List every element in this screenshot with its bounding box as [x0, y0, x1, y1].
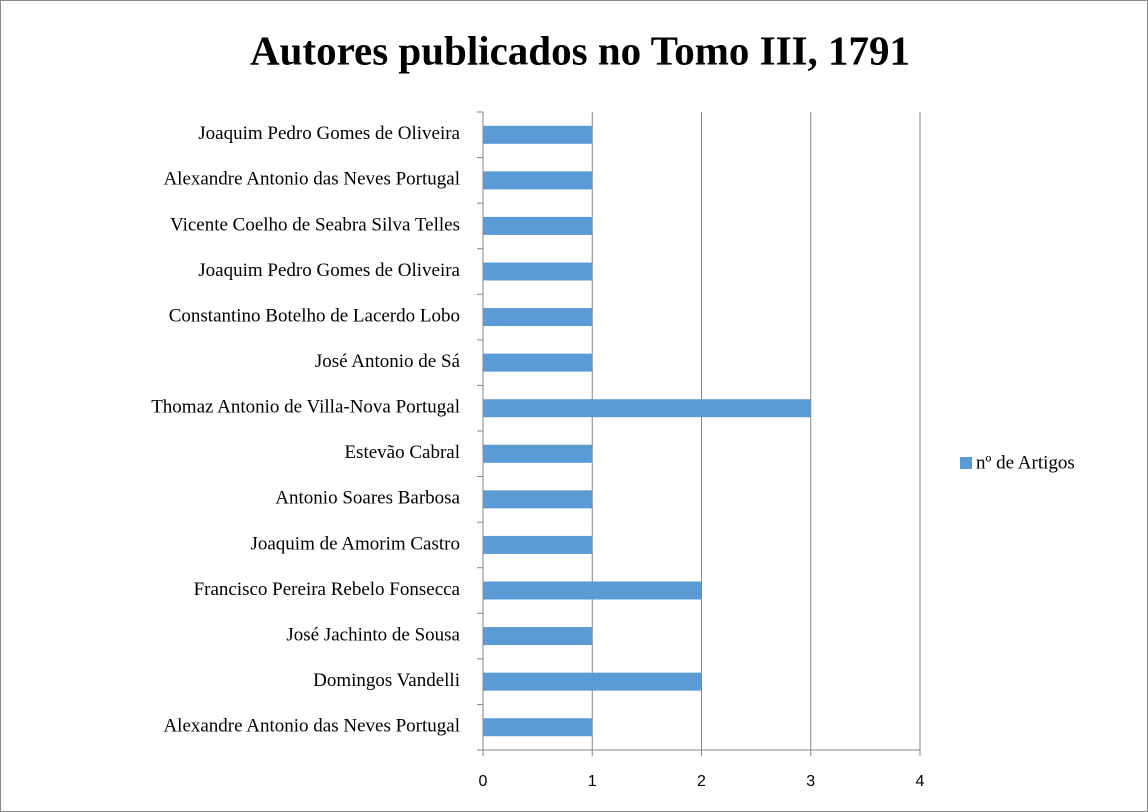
y-tick-label: Constantino Botelho de Lacerdo Lobo: [169, 305, 460, 326]
bar: [483, 535, 593, 554]
bar: [483, 490, 593, 509]
bar: [483, 216, 593, 235]
bar: [483, 399, 811, 418]
bar: [483, 171, 593, 190]
bar: [483, 308, 593, 327]
bar: [483, 125, 593, 144]
y-tick-label: Thomaz Antonio de Villa-Nova Portugal: [151, 397, 460, 418]
y-tick-label: Joaquim Pedro Gomes de Oliveira: [198, 260, 460, 281]
legend-swatch: [960, 457, 972, 469]
y-tick-label: José Antonio de Sá: [315, 351, 461, 372]
y-tick-label: José Jachinto de Sousa: [286, 624, 460, 645]
x-tick-label: 3: [806, 773, 815, 790]
y-tick-label: Domingos Vandelli: [313, 670, 460, 691]
x-tick-label: 1: [588, 773, 597, 790]
y-tick-label: Joaquim de Amorim Castro: [250, 533, 460, 554]
bar: [483, 581, 702, 600]
bar: [483, 353, 593, 372]
y-tick-label: Alexandre Antonio das Neves Portugal: [163, 169, 460, 190]
y-tick-label: Vicente Coelho de Seabra Silva Telles: [170, 214, 460, 235]
bar: [483, 718, 593, 737]
legend-label: nº de Artigos: [976, 452, 1075, 473]
y-tick-label: Estevão Cabral: [344, 442, 460, 463]
bar: [483, 444, 593, 463]
x-tick-label: 4: [916, 773, 925, 790]
x-tick-label: 2: [697, 773, 706, 790]
bar: [483, 262, 593, 281]
y-tick-label: Francisco Pereira Rebelo Fonsecca: [194, 579, 461, 600]
chart-title: Autores publicados no Tomo III, 1791: [250, 27, 910, 73]
y-tick-label: Joaquim Pedro Gomes de Oliveira: [198, 123, 460, 144]
bar: [483, 672, 702, 691]
bar: [483, 627, 593, 646]
y-tick-label: Alexandre Antonio das Neves Portugal: [163, 716, 460, 737]
y-tick-label: Antonio Soares Barbosa: [275, 488, 460, 509]
x-tick-label: 0: [479, 773, 488, 790]
